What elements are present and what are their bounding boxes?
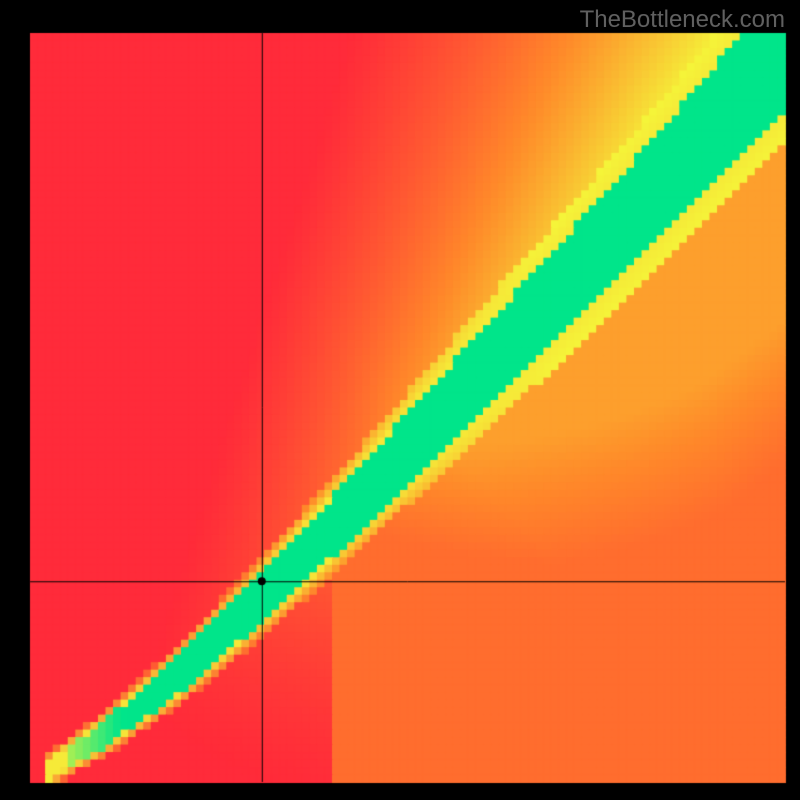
watermark-text: TheBottleneck.com <box>580 6 785 34</box>
crosshair-overlay <box>0 0 800 800</box>
